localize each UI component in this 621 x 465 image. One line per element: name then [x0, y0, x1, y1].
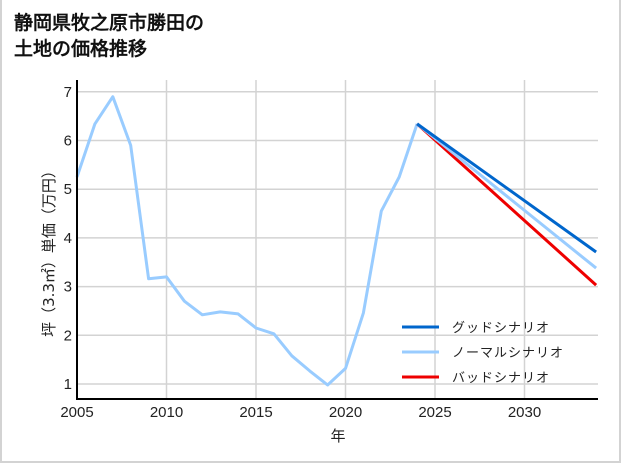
legend-label: ノーマルシナリオ [452, 346, 564, 361]
y-tick-label: 1 [64, 376, 72, 393]
y-tick-label: 3 [64, 279, 72, 296]
x-tick-label: 2020 [329, 404, 362, 421]
series-line-2 [416, 122, 598, 270]
chart-title-line-1: 静岡県牧之原市勝田の [14, 12, 205, 34]
y-tick-labels: 1 2 3 4 5 6 7 [64, 84, 72, 393]
axes [76, 80, 598, 400]
y-tick-label: 4 [64, 230, 72, 247]
x-tick-label: 2015 [239, 404, 272, 421]
legend-label: グッドシナリオ [452, 321, 550, 336]
x-tick-labels: 2005 2010 2015 2020 2025 2030 [60, 404, 541, 421]
y-tick-label: 2 [64, 327, 72, 344]
legend-label: バッドシナリオ [452, 371, 550, 386]
y-axis-label: 坪（3.3㎡）単価（万円） [40, 163, 58, 337]
x-axis-label: 年 [330, 427, 345, 445]
x-tick-label: 2030 [508, 404, 541, 421]
series-line-1 [416, 122, 597, 254]
series-line-0 [75, 95, 419, 387]
y-tick-label: 7 [64, 84, 72, 101]
series-line-3 [416, 122, 598, 287]
grid-lines [77, 80, 598, 399]
x-tick-label: 2005 [60, 404, 93, 421]
data-lines [75, 95, 598, 387]
y-tick-label: 6 [64, 133, 72, 150]
x-tick-label: 2010 [150, 404, 183, 421]
x-tick-label: 2025 [418, 404, 451, 421]
chart-title-line-2: 土地の価格推移 [14, 38, 148, 60]
chart-title: 静岡県牧之原市勝田の 土地の価格推移 [14, 10, 204, 62]
y-tick-label: 5 [64, 181, 72, 198]
